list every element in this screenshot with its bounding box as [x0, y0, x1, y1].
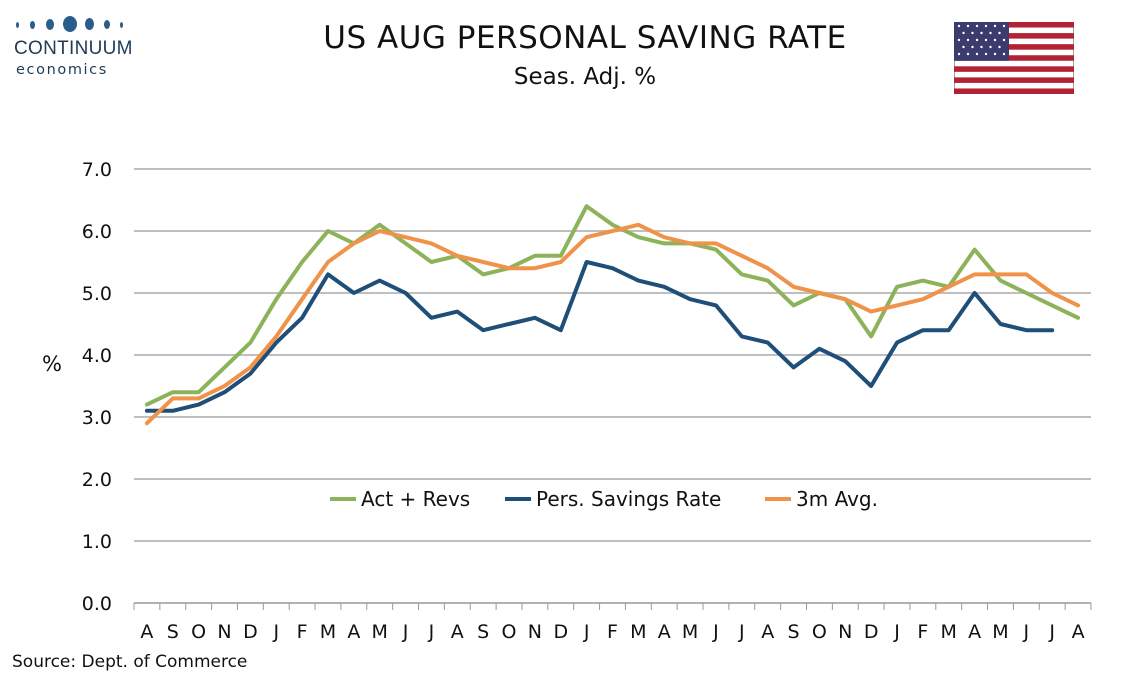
- x-tick-label: J: [1023, 621, 1030, 643]
- x-tick-label: A: [1072, 621, 1085, 643]
- x-tick-label: S: [477, 621, 489, 643]
- continuum-logo: CONTINUUM economics: [14, 14, 134, 78]
- y-tick-label: 5.0: [82, 283, 112, 305]
- x-tick-label: A: [347, 621, 360, 643]
- x-tick-label: M: [941, 621, 957, 643]
- x-tick-label: O: [812, 621, 827, 643]
- y-tick-label: 3.0: [82, 407, 112, 429]
- y-axis-label: %: [42, 352, 62, 376]
- x-tick-label: F: [917, 621, 928, 643]
- x-tick-label: O: [502, 621, 517, 643]
- x-tick-label: J: [583, 621, 590, 643]
- logo-subtitle: economics: [16, 62, 108, 78]
- x-tick-label: J: [1048, 621, 1055, 643]
- continuum-dots-icon: [14, 14, 134, 36]
- x-tick-label: M: [372, 621, 388, 643]
- legend-label: 3m Avg.: [796, 487, 878, 511]
- logo-name: CONTINUUM: [14, 38, 133, 59]
- y-tick-label: 2.0: [82, 469, 112, 491]
- x-tick-label: A: [658, 621, 671, 643]
- y-tick-label: 4.0: [82, 345, 112, 367]
- x-tick-label: A: [968, 621, 981, 643]
- x-tick-label: N: [838, 621, 852, 643]
- x-tick-label: A: [140, 621, 153, 643]
- x-tick-label: S: [788, 621, 800, 643]
- x-tick-label: D: [864, 621, 879, 643]
- series-line-2: [144, 260, 1055, 413]
- legend-label: Pers. Savings Rate: [536, 487, 721, 511]
- legend-label: Act + Revs: [361, 487, 470, 511]
- us-flag-icon: [954, 22, 1074, 94]
- x-tick-label: J: [402, 621, 409, 643]
- x-tick-label: M: [320, 621, 336, 643]
- y-tick-label: 6.0: [82, 221, 112, 243]
- x-tick-label: D: [553, 621, 568, 643]
- series-line-1: [144, 204, 1081, 407]
- x-tick-label: A: [451, 621, 464, 643]
- series-line-3: [144, 222, 1081, 426]
- x-tick-label: D: [243, 621, 258, 643]
- x-tick-label: N: [528, 621, 542, 643]
- x-tick-label: F: [607, 621, 618, 643]
- x-tick-label: J: [738, 621, 745, 643]
- x-tick-label: N: [217, 621, 231, 643]
- x-tick-label: F: [297, 621, 308, 643]
- x-tick-label: M: [992, 621, 1008, 643]
- x-tick-label: M: [630, 621, 646, 643]
- x-tick-label: A: [761, 621, 774, 643]
- source-note: Source: Dept. of Commerce: [12, 652, 248, 672]
- x-tick-label: J: [428, 621, 435, 643]
- x-tick-label: M: [682, 621, 698, 643]
- x-tick-label: S: [167, 621, 179, 643]
- y-tick-label: 7.0: [82, 159, 112, 181]
- x-tick-label: J: [272, 621, 279, 643]
- chart-title: US AUG PERSONAL SAVING RATE: [323, 20, 847, 56]
- x-tick-label: J: [712, 621, 719, 643]
- y-tick-label: 0.0: [82, 593, 112, 615]
- chart-subtitle: Seas. Adj. %: [513, 64, 657, 90]
- y-tick-label: 1.0: [82, 531, 112, 553]
- x-tick-label: O: [191, 621, 206, 643]
- x-tick-label: J: [893, 621, 900, 643]
